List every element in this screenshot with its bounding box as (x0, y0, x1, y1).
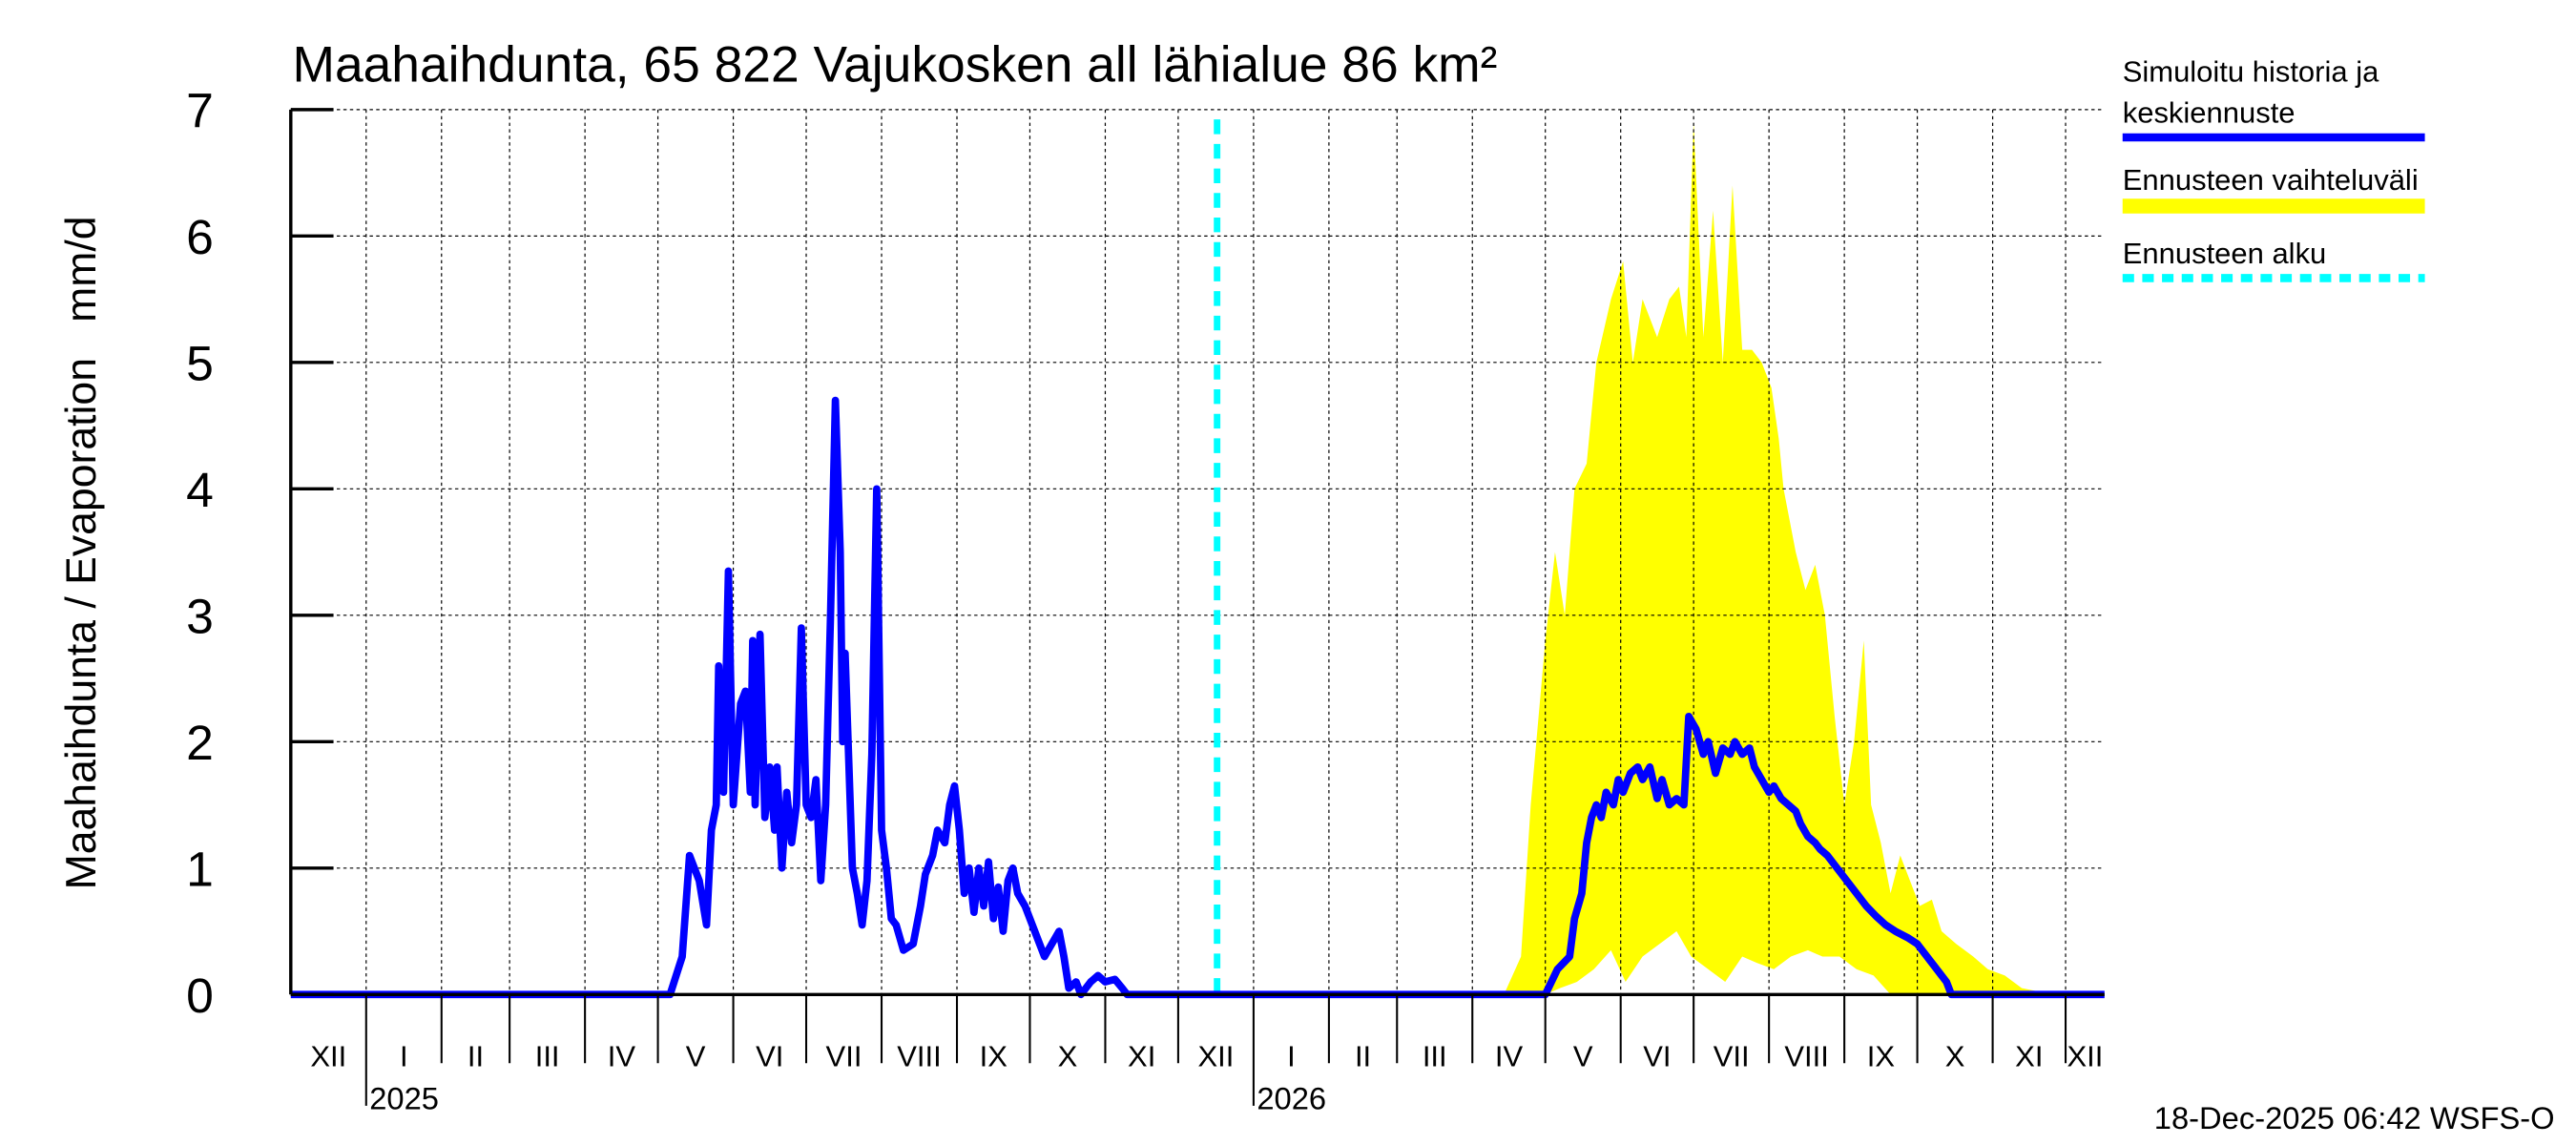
legend-label: keskiennuste (2123, 96, 2296, 130)
y-tick-label: 4 (186, 462, 214, 517)
y-tick-label: 6 (186, 209, 214, 264)
month-label: XII (1197, 1040, 1234, 1073)
y-tick-label: 7 (186, 83, 214, 138)
y-tick-label: 2 (186, 715, 214, 770)
month-label: III (1423, 1040, 1447, 1073)
y-axis-label: Maahaihdunta / Evaporation mm/d (58, 216, 105, 889)
month-label: X (1945, 1040, 1965, 1073)
month-label: VIII (1784, 1040, 1828, 1073)
month-label: II (1355, 1040, 1371, 1073)
month-label: XI (2015, 1040, 2043, 1073)
month-label: VIII (897, 1040, 941, 1073)
month-label: X (1058, 1040, 1078, 1073)
month-label: VI (1643, 1040, 1671, 1073)
month-label: V (686, 1040, 706, 1073)
y-tick-label: 0 (186, 968, 214, 1023)
y-tick-label: 1 (186, 842, 214, 897)
month-label: XI (1128, 1040, 1155, 1073)
grid-layer (290, 109, 2105, 995)
month-label: IV (1495, 1040, 1524, 1073)
month-label: VI (756, 1040, 783, 1073)
month-label: XII (310, 1040, 346, 1073)
month-label: I (400, 1040, 408, 1073)
year-label: 2026 (1257, 1080, 1326, 1115)
month-label: IX (1867, 1040, 1895, 1073)
month-label: V (1573, 1040, 1593, 1073)
month-label: VII (1714, 1040, 1750, 1073)
timestamp: 18-Dec-2025 06:42 WSFS-O (2154, 1100, 2555, 1135)
y-tick-label: 3 (186, 589, 214, 644)
series-layer (290, 119, 2105, 999)
y-tick-label: 5 (186, 336, 214, 391)
month-label: II (467, 1040, 484, 1073)
month-label: XII (2067, 1040, 2103, 1073)
legend-label: Ennusteen alku (2123, 237, 2327, 270)
legend: Simuloitu historia ja keskiennuste Ennuste… (2123, 55, 2425, 282)
chart-title: Maahaihdunta, 65 822 Vajukosken all lähi… (293, 37, 1498, 94)
year-label: 2025 (369, 1080, 439, 1115)
month-label: IV (608, 1040, 636, 1073)
month-label: III (535, 1040, 560, 1073)
month-label: VII (826, 1040, 862, 1073)
legend-label: Ennusteen vaihteluväli (2123, 163, 2419, 197)
month-label: IX (980, 1040, 1008, 1073)
month-label: I (1287, 1040, 1296, 1073)
simulated-history-line (290, 396, 2105, 999)
legend-label: Simuloitu historia ja (2123, 55, 2379, 89)
